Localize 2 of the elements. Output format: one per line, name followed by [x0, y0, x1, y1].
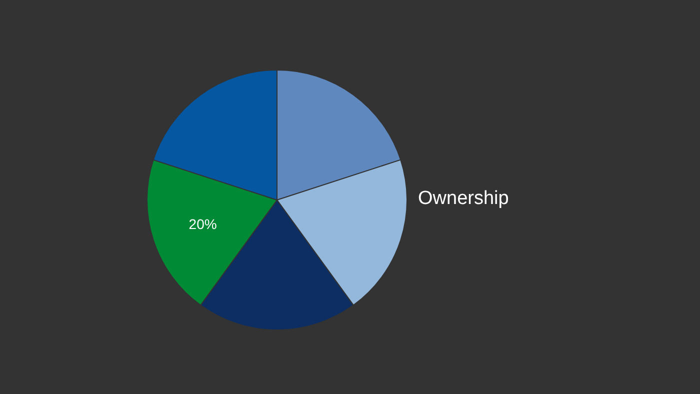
text: Ownership [418, 188, 509, 209]
data-label: 20% [188, 216, 217, 232]
